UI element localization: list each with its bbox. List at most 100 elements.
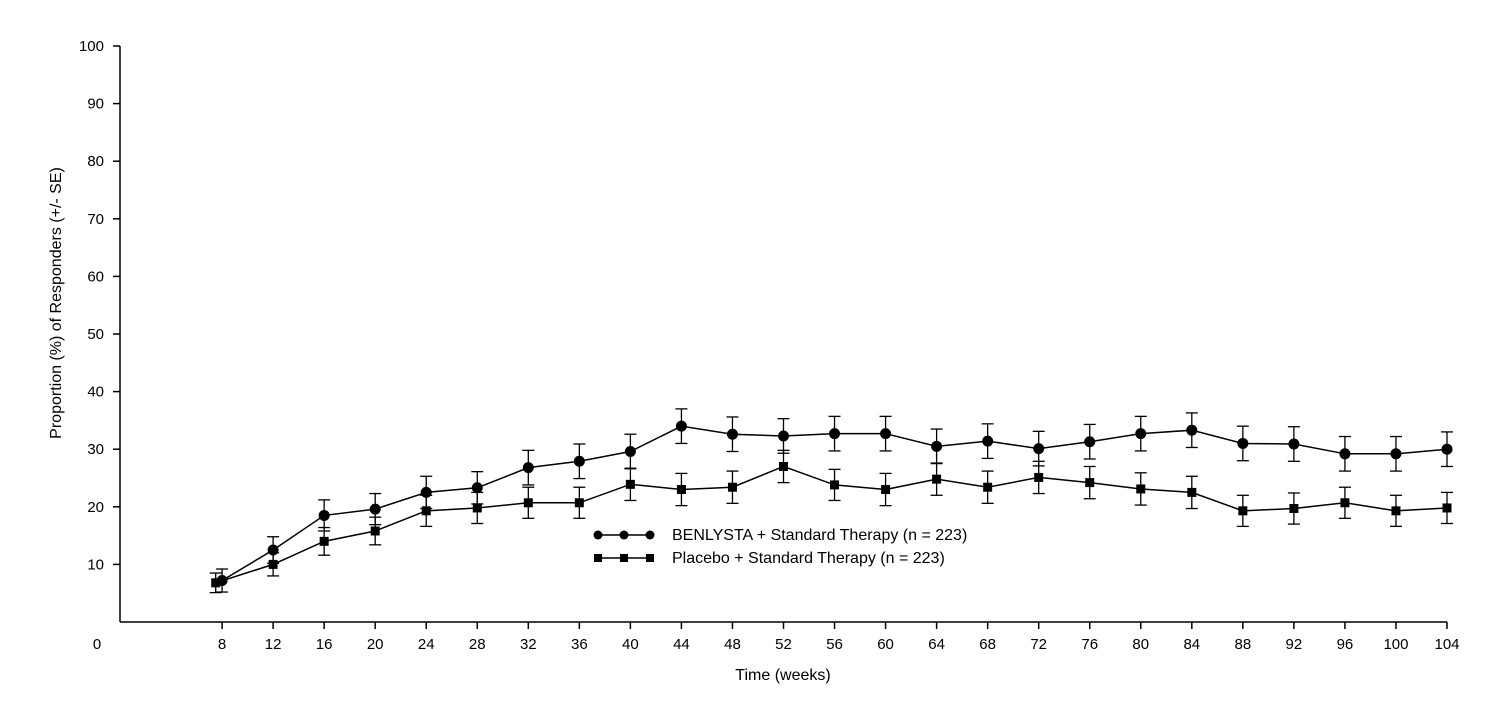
data-point	[319, 536, 329, 546]
y-tick-label: 80	[87, 153, 104, 170]
x-tick-label: 76	[1081, 636, 1098, 653]
data-point	[1033, 443, 1045, 455]
y-tick-label: 30	[87, 441, 104, 458]
x-tick-label: 60	[877, 636, 894, 653]
data-point	[369, 503, 381, 515]
x-tick-label: 80	[1132, 636, 1149, 653]
x-tick-label: 64	[928, 636, 945, 653]
data-point	[778, 430, 789, 442]
data-point	[1238, 506, 1248, 516]
legend-marker	[619, 530, 629, 540]
data-point	[1186, 424, 1198, 436]
data-point	[1340, 498, 1350, 508]
data-point	[574, 498, 584, 508]
legend-marker	[645, 530, 655, 540]
legend-label: Placebo + Standard Therapy (n = 223)	[672, 550, 945, 567]
data-point	[830, 480, 840, 490]
x-tick-label: 28	[469, 636, 486, 653]
data-point	[1390, 448, 1402, 460]
data-point	[1442, 503, 1452, 513]
legend-marker	[646, 554, 654, 562]
x-tick-label: 88	[1235, 636, 1252, 653]
data-point	[1085, 478, 1095, 488]
x-tick-label: 96	[1337, 636, 1354, 653]
data-point	[1237, 437, 1249, 449]
series-benlysta	[216, 408, 1453, 593]
data-point	[727, 482, 737, 492]
x-axis-ticks: 0 8 12 16 20 24 28 32 36 40 44 48 52 56 60 64 68 72 76 80 84…	[93, 622, 1460, 653]
x-axis-title: Time (weeks)	[735, 667, 830, 684]
data-point	[268, 559, 278, 569]
y-tick-label: 90	[87, 96, 104, 113]
x-tick-label: 48	[724, 636, 741, 653]
data-point	[573, 455, 585, 467]
data-point	[1289, 504, 1299, 514]
legend-marker	[594, 554, 602, 562]
legend-item: BENLYSTA + Standard Therapy (n = 223)	[593, 527, 967, 544]
x-tick-label: 32	[520, 636, 537, 653]
x-tick-label: 44	[673, 636, 690, 653]
data-point	[982, 435, 994, 447]
x-tick-label: 36	[571, 636, 588, 653]
data-point	[1034, 472, 1044, 482]
x-tick-label: 8	[218, 636, 226, 653]
data-point	[1136, 484, 1146, 494]
data-point	[829, 428, 841, 440]
x-tick-label: 68	[979, 636, 996, 653]
data-point	[523, 498, 533, 508]
x-tick-label: 0	[93, 636, 101, 653]
data-point	[881, 485, 891, 495]
data-point	[932, 474, 942, 484]
legend-marker	[620, 554, 628, 562]
x-tick-label: 20	[367, 636, 384, 653]
x-tick-label: 100	[1383, 636, 1408, 653]
data-point	[421, 506, 431, 516]
data-point	[1391, 506, 1401, 516]
data-point	[625, 479, 635, 489]
x-tick-label: 52	[775, 636, 792, 653]
y-axis-ticks: 10 20 30 40 50 60 70 80 90 100	[79, 38, 120, 573]
data-point	[1135, 428, 1147, 440]
y-tick-label: 20	[87, 499, 104, 516]
data-point	[1187, 487, 1197, 497]
x-tick-label: 16	[316, 636, 333, 653]
data-point	[1288, 438, 1300, 450]
legend-marker	[593, 530, 603, 540]
data-point	[471, 482, 483, 494]
legend: BENLYSTA + Standard Therapy (n = 223) Pla…	[593, 527, 967, 567]
x-tick-label: 24	[418, 636, 435, 653]
x-tick-label: 92	[1286, 636, 1303, 653]
x-tick-label: 72	[1030, 636, 1047, 653]
legend-label: BENLYSTA + Standard Therapy (n = 223)	[672, 527, 967, 544]
y-tick-label: 10	[87, 556, 104, 573]
series-group	[209, 408, 1453, 594]
data-point	[318, 509, 330, 521]
data-point	[624, 446, 636, 458]
y-tick-label: 70	[87, 211, 104, 228]
x-tick-label: 40	[622, 636, 639, 653]
data-point	[211, 578, 221, 588]
data-point	[1084, 436, 1096, 448]
x-tick-label: 104	[1434, 636, 1459, 653]
y-axis-title: Proportion (%) of Responders (+/- SE)	[48, 167, 65, 439]
data-point	[472, 503, 482, 513]
x-tick-label: 56	[826, 636, 843, 653]
y-tick-label: 40	[87, 384, 104, 401]
data-point	[931, 440, 943, 452]
data-point	[1339, 448, 1351, 460]
data-point	[983, 482, 993, 492]
data-point	[370, 526, 380, 536]
y-tick-label: 50	[87, 326, 104, 343]
series-placebo	[209, 449, 1453, 594]
data-point	[676, 485, 686, 495]
data-point	[675, 420, 687, 432]
x-tick-label: 12	[265, 636, 282, 653]
legend-item: Placebo + Standard Therapy (n = 223)	[594, 550, 945, 567]
data-point	[726, 428, 738, 440]
x-tick-label: 84	[1183, 636, 1200, 653]
data-point	[1441, 443, 1453, 455]
y-tick-label: 100	[79, 38, 104, 55]
data-point	[880, 428, 892, 440]
y-tick-label: 60	[87, 268, 104, 285]
